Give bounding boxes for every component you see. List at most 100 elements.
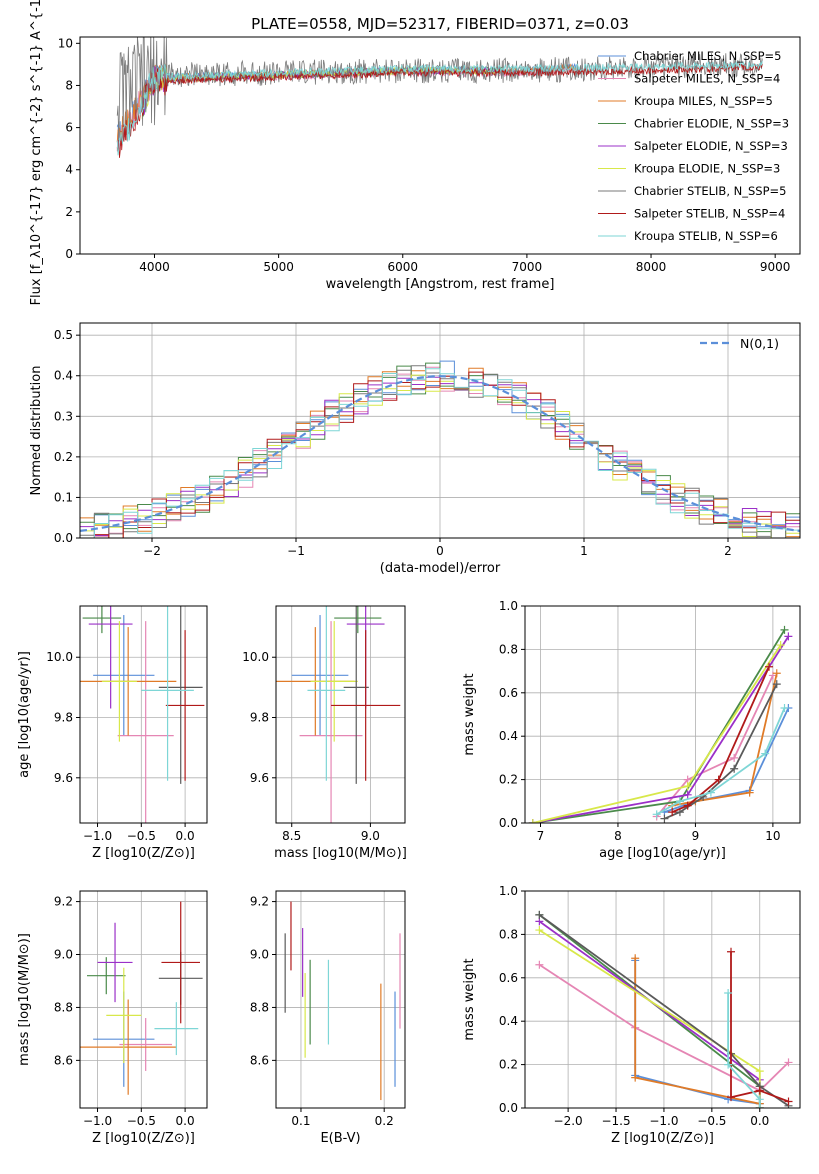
weight-vs-age-series-line [664,707,790,813]
weight-vs-age-frame [524,605,801,824]
spectrum-legend-label: Salpeter STELIB, N_SSP=4 [634,207,785,221]
weight-vs-age-point-marker [765,662,774,671]
mass-vs-EBV-ytick-label: 8.8 [250,1000,269,1014]
weight-vs-age-xtick-label: 10 [765,829,780,843]
weight-vs-age-point-marker [784,632,793,641]
weight-vs-age-point-marker [730,764,739,773]
weight-vs-Z-ytick-label: 1.0 [499,884,518,898]
weight-vs-Z-ytick-label: 0.2 [499,1058,518,1072]
weight-vs-age-ytick-label: 0.6 [499,686,518,700]
weight-vs-Z-xtick-label: −1.5 [601,1114,630,1128]
age-vs-Z-points-group [80,606,205,823]
mass-vs-Z-ytick-label: 9.2 [54,895,73,909]
spectrum-ytick-label: 10 [58,36,73,50]
weight-vs-Z-xtick-label: −0.5 [697,1114,726,1128]
residuals-ytick-label: 0.5 [54,328,73,342]
mass-vs-Z-xtick-label: −1.0 [83,1114,112,1128]
weight-vs-age-xlabel: age [log10(age/yr)] [599,846,726,861]
residuals-ytick-label: 0.1 [54,490,73,504]
weight-vs-age-ytick-label: 0.8 [499,642,518,656]
weight-vs-age-point-marker [761,749,770,758]
weight-vs-age-point-marker [730,753,739,762]
weight-vs-age-point-marker [683,801,692,810]
weight-vs-Z-point-marker [724,1060,733,1069]
spectrum-ytick-label: 6 [65,121,73,135]
weight-vs-age-point-marker [528,819,537,823]
weight-vs-age-series-line [672,673,778,807]
spectrum-xtick-label: 6000 [387,260,418,274]
residuals-xlabel: (data-model)/error [380,561,501,576]
residuals-frame [79,322,801,539]
weight-vs-age-point-marker [714,775,723,784]
residuals-histogram-line [80,368,800,538]
age-vs-mass-points-group [276,606,401,823]
weight-vs-age-point-marker [745,788,754,797]
weight-vs-age-point-marker [675,797,684,806]
age-vs-Z-ytick-label: 9.8 [54,711,73,725]
mass-vs-EBV-xlabel: E(B-V) [320,1131,360,1146]
weight-vs-Z-ytick-label: 0.8 [499,927,518,941]
residuals-ylabel: Normed distribution [29,366,44,496]
weight-vs-Z-ylabel: mass weight [462,958,477,1040]
spectrum-series-line [116,60,763,156]
weight-vs-age-series-group [528,625,793,823]
weight-vs-Z-point-marker [727,947,736,956]
mass-vs-Z-xtick-label: −0.5 [127,1114,156,1128]
weight-vs-age-point-marker [683,782,692,791]
weight-vs-Z-point-marker [535,960,544,969]
spectrum-xtick-label: 7000 [512,260,543,274]
weight-vs-Z-series-line [730,951,789,1103]
age-vs-Z-xlabel: Z [log10(Z/Z⊙)] [92,846,195,861]
mass-vs-Z-xtick-label: 0.0 [176,1114,195,1128]
age-vs-mass-xlabel: mass [log10(M/M⊙)] [274,846,407,861]
mass-vs-EBV-ytick-label: 9.0 [250,948,269,962]
spectrum-legend-label: Salpeter MILES, N_SSP=4 [634,72,780,86]
age-vs-mass-frame [275,605,406,824]
spectrum-ytick-label: 4 [65,163,73,177]
spectrum-ytick-label: 2 [65,205,73,219]
residuals-legend-label: N(0,1) [740,336,779,351]
weight-vs-Z-xtick-label: −1.0 [649,1114,678,1128]
weight-vs-Z-ytick-label: 0.6 [499,971,518,985]
weight-vs-age-series-line [671,666,770,813]
weight-vs-Z-xtick-label: 0.0 [750,1114,769,1128]
weight-vs-age-series-line [532,644,782,823]
residuals-ytick-label: 0.2 [54,450,73,464]
weight-vs-age-point-marker [683,790,692,799]
weight-vs-age-point-marker [780,703,789,712]
spectrum-ytick-label: 8 [65,78,73,92]
mass-vs-Z-xlabel: Z [log10(Z/Z⊙)] [92,1131,195,1146]
weight-vs-Z-point-marker [727,1093,736,1102]
spectrum-legend-label: Chabrier ELODIE, N_SSP=3 [634,117,789,131]
spectrum-ytick-label: 0 [65,247,73,261]
mass-vs-EBV-frame [275,890,406,1109]
spectrum-legend-label: Kroupa STELIB, N_SSP=6 [634,229,778,243]
weight-vs-age-point-marker [772,669,781,678]
spectrum-legend-label: Salpeter ELODIE, N_SSP=3 [634,139,788,153]
weight-vs-age-ytick-label: 1.0 [499,599,518,613]
mass-vs-EBV-ytick-label: 9.2 [250,895,269,909]
spectrum-legend-label: Kroupa MILES, N_SSP=5 [634,94,773,108]
age-vs-mass-ytick-label: 9.8 [250,711,269,725]
spectrum-legend-label: Chabrier STELIB, N_SSP=5 [634,184,786,198]
mass-vs-Z-ylabel: mass [log10(M/M⊙)] [17,933,32,1066]
weight-vs-Z-point-marker [631,1073,640,1082]
residuals-xtick-label: 0 [436,544,444,558]
residuals-ytick-label: 0.4 [54,369,73,383]
residuals-xtick-label: −2 [143,544,161,558]
weight-vs-Z-point-marker [784,1097,793,1106]
residuals-series-group [80,360,800,538]
weight-vs-age-point-marker [772,680,781,689]
age-vs-Z-ylabel: age [log10(age/yr)] [17,651,32,778]
weight-vs-Z-point-marker [784,1058,793,1067]
weight-vs-Z-point-marker [535,910,544,919]
weight-vs-Z-xlabel: Z [log10(Z/Z⊙)] [611,1131,714,1146]
age-vs-Z-xtick-label: −0.5 [127,829,156,843]
weight-vs-age-xtick-label: 9 [692,829,700,843]
age-vs-mass-ytick-label: 10.0 [242,650,269,664]
spectrum-series-group [116,37,763,158]
weight-vs-age-ytick-label: 0.2 [499,773,518,787]
spectrum-ylabel: Flux [f_λ10^{-17} erg cm^{-2} s^{-1} A^{… [29,0,44,305]
age-vs-Z-frame [79,605,208,824]
